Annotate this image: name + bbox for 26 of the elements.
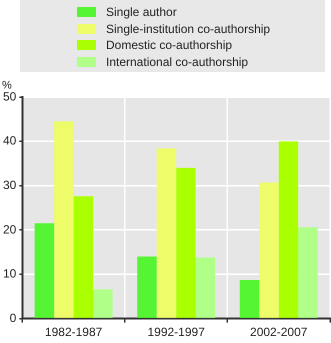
bar (176, 168, 196, 318)
legend-label: Single author (106, 5, 177, 20)
y-tick-label: 0 (10, 310, 17, 325)
bar (156, 148, 176, 318)
bar (298, 227, 318, 318)
bar (93, 289, 113, 318)
bar (34, 223, 54, 318)
legend-label: Domestic co-authorship (106, 38, 232, 52)
bar (278, 141, 298, 318)
bar (54, 121, 74, 318)
x-tick-label: 1982-1987 (44, 325, 103, 340)
y-tick-label: 40 (2, 134, 17, 148)
x-tick-label: 1992-1997 (147, 325, 206, 340)
y-tick-label: 20 (2, 222, 17, 236)
legend-label: Single-institution co-authorship (106, 22, 270, 36)
y-tick-label: 10 (2, 266, 17, 281)
bar (137, 256, 157, 318)
y-axis-title: % (2, 80, 12, 92)
bar (196, 257, 216, 318)
bar (259, 182, 279, 318)
y-tick-label: 50 (2, 89, 17, 104)
bar (74, 196, 94, 318)
y-tick-label: 30 (2, 178, 17, 192)
bar (240, 280, 260, 318)
legend-label: International co-authorship (106, 54, 248, 69)
x-tick-label: 2002-2007 (250, 325, 308, 340)
